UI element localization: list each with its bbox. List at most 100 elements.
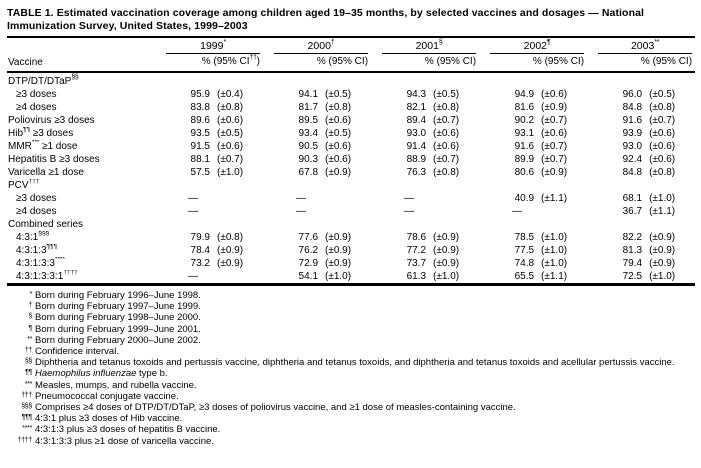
row-footnote-marker: ††† <box>28 179 40 185</box>
bottom-rule <box>7 283 695 286</box>
vaccine-label: 4:3:1:3¶¶¶ <box>7 244 155 257</box>
coverage-percent: 77.2 <box>406 245 427 256</box>
footnote-text: Born during February 1997–June 1999. <box>35 301 201 313</box>
coverage-percent: 89.5 <box>298 115 319 126</box>
vaccine-name: ≥4 doses <box>16 102 57 113</box>
vaccine-name: ≥4 doses <box>16 206 57 217</box>
percent-ci-header: % (95% CI††) <box>155 54 264 73</box>
vaccine-label: 4:3:1§§§ <box>7 231 155 244</box>
coverage-percent: 90.3 <box>298 154 319 165</box>
coverage-percent: 78.4 <box>190 245 210 256</box>
confidence-interval: (±0.5) <box>649 89 676 100</box>
confidence-interval: (±0.9) <box>433 232 460 243</box>
percent-ci-header: % (95% CI) <box>371 54 480 73</box>
percent-ci-label: % (95% CI <box>201 56 250 67</box>
footnote-marker: ¶¶¶ <box>21 414 33 422</box>
coverage-percent: 88.9 <box>406 154 427 165</box>
footnote-italic-text: Haemophilus influenzae <box>35 368 137 380</box>
footnote-marker: † <box>28 302 32 310</box>
footnote-text: Haemophilus influenzae type b. <box>35 368 168 380</box>
confidence-interval: (±0.6) <box>541 89 568 100</box>
table-row: 4:3:1:3¶¶¶ 78.4 (±0.9) 76.2 (±0.9) 77.2 (±0.9)… <box>7 244 695 257</box>
footnote-marker: ¶¶ <box>25 369 32 377</box>
confidence-interval <box>210 205 263 218</box>
confidence-interval: (±1.0) <box>649 271 676 282</box>
row-footnote-marker: ¶¶¶ <box>46 244 58 250</box>
confidence-interval <box>318 205 371 218</box>
table-header: 1999* 2000† 2001§ 2002¶ 2003** Vaccine % (95… <box>7 38 696 73</box>
coverage-percent: 67.8 <box>298 167 319 178</box>
confidence-interval: (±0.7) <box>541 115 568 126</box>
vaccine-header-spacer <box>7 38 155 54</box>
percent-ci-label: % (95% CI <box>640 56 689 67</box>
confidence-interval: (±1.1) <box>649 206 676 217</box>
confidence-interval: (±1.0) <box>433 271 460 282</box>
table-body: DTP/DT/DTaP§§ ≥3 doses 95.9 (±0.4) 94.1 (±0.5… <box>7 72 695 283</box>
footnote-marker: †††† <box>17 436 33 444</box>
coverage-percent: 91.6 <box>622 115 643 126</box>
coverage-percent: 93.0 <box>406 128 427 139</box>
confidence-interval: (±0.6) <box>325 115 352 126</box>
confidence-interval: (±0.7) <box>217 154 244 165</box>
confidence-interval <box>426 192 479 205</box>
year-footnote-marker: ** <box>654 38 660 46</box>
vaccine-group-row: Combined series <box>7 218 695 231</box>
percent-ci-close: ) <box>256 56 261 67</box>
vaccine-name: 4:3:1:3:3:1 <box>16 271 64 282</box>
coverage-percent: 76.2 <box>298 245 319 256</box>
coverage-percent: 76.3 <box>406 167 427 178</box>
vaccine-name: 4:3:1 <box>16 232 39 243</box>
percent-ci-close: ) <box>580 56 585 67</box>
coverage-percent: 54.1 <box>298 271 319 282</box>
empty-cells <box>155 72 695 88</box>
vaccine-name: Combined series <box>8 219 84 230</box>
coverage-percent: 57.5 <box>190 167 210 178</box>
confidence-interval: (±0.9) <box>325 167 352 178</box>
confidence-interval: (±0.9) <box>325 258 352 269</box>
year-underline: 2001§ <box>382 39 477 54</box>
confidence-interval <box>210 192 263 205</box>
confidence-interval: (±0.8) <box>649 102 676 113</box>
table-row: MMR*** ≥1 dose 91.5 (±0.6) 90.5 (±0.6) 91.4 (±… <box>7 140 695 153</box>
footnote-text: Measles, mumps, and rubella vaccine. <box>35 379 197 391</box>
confidence-interval: (±0.8) <box>325 102 352 113</box>
confidence-interval: (±0.6) <box>433 128 460 139</box>
no-data-dash: — <box>512 206 523 217</box>
confidence-interval: (±0.7) <box>649 115 676 126</box>
confidence-interval: (±0.7) <box>433 154 460 165</box>
vaccine-dosage-label: ≥3 doses <box>29 128 74 139</box>
confidence-interval: (±1.0) <box>541 232 568 243</box>
year-footnote-marker: * <box>223 38 226 46</box>
vaccine-name: Hib <box>8 128 24 139</box>
confidence-interval <box>210 270 263 283</box>
row-footnote-marker: †††† <box>63 270 78 276</box>
footnote: †† Confidence interval. <box>7 346 695 357</box>
coverage-percent: 82.2 <box>622 232 643 243</box>
coverage-percent: 82.1 <box>406 102 427 113</box>
coverage-percent: 93.5 <box>190 128 210 139</box>
confidence-interval <box>426 205 479 218</box>
year-label: 2003 <box>630 40 655 52</box>
footnote: † Born during February 1997–June 1999. <box>7 301 695 312</box>
coverage-percent: 73.7 <box>406 258 427 269</box>
footnote-marker: *** <box>24 380 33 388</box>
no-data-dash: — <box>404 193 415 204</box>
coverage-percent: 90.2 <box>514 115 535 126</box>
ci-footnote-marker: †† <box>249 54 257 61</box>
footnote: §§ Diphtheria and tetanus toxoids and per… <box>7 357 695 368</box>
footnote-marker: §§§ <box>21 403 32 411</box>
footnote-text: Diphtheria and tetanus toxoids and pertu… <box>35 357 675 369</box>
footnote-marker: §§ <box>24 358 32 366</box>
coverage-percent: 74.8 <box>514 258 535 269</box>
percent-ci-close: ) <box>688 56 693 67</box>
confidence-interval: (±1.0) <box>649 193 676 204</box>
vaccine-dosage-label: ≥1 dose <box>39 141 78 152</box>
confidence-interval: (±0.8) <box>433 102 460 113</box>
footnote-marker: * <box>29 291 33 298</box>
vaccine-label: MMR*** ≥1 dose <box>7 140 155 153</box>
year-footnote-marker: † <box>330 38 335 46</box>
vaccine-name: 4:3:1:3 <box>16 245 47 256</box>
confidence-interval: (±0.9) <box>541 167 568 178</box>
coverage-percent: 96.0 <box>622 89 643 100</box>
